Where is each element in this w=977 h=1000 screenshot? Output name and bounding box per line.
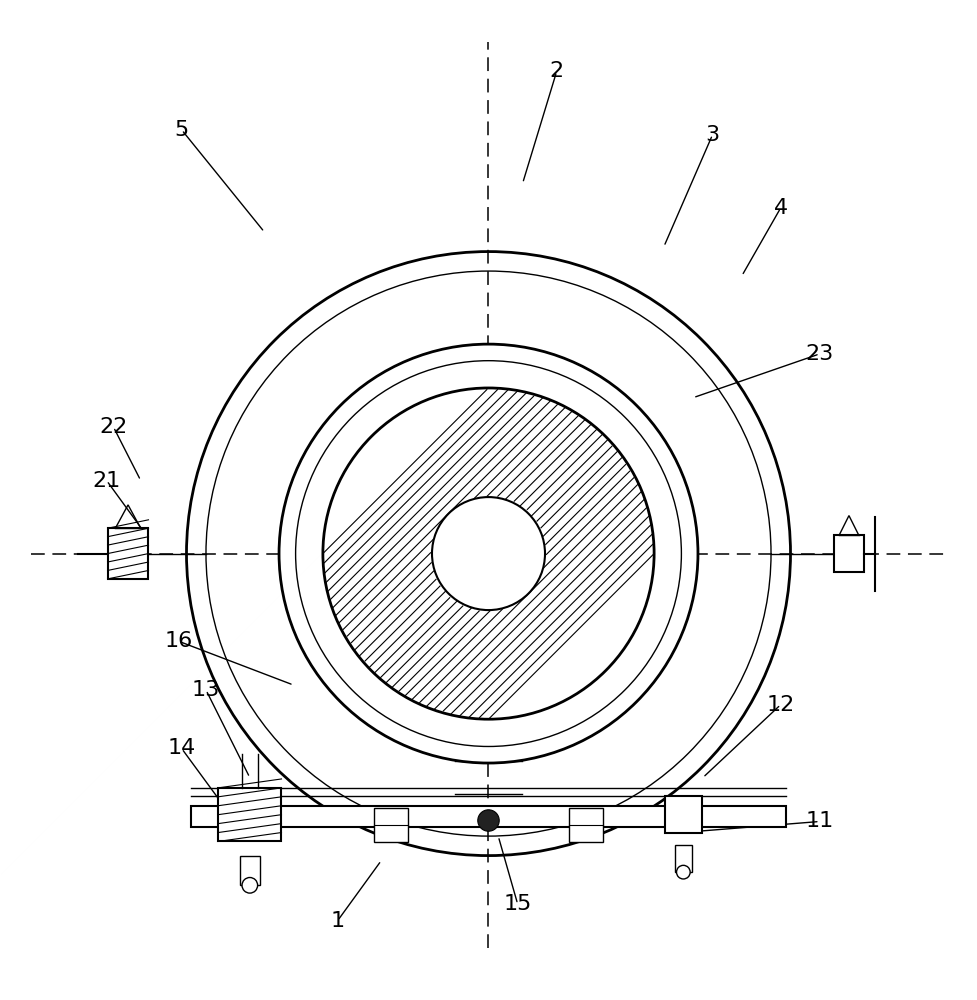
Bar: [191, 806, 786, 827]
Bar: [664, 796, 701, 833]
Circle shape: [242, 878, 258, 893]
Bar: [374, 808, 408, 842]
Circle shape: [478, 810, 499, 831]
Circle shape: [676, 865, 690, 879]
Text: 15: 15: [503, 894, 531, 914]
Text: 5: 5: [175, 120, 189, 140]
Text: 16: 16: [164, 631, 192, 651]
Circle shape: [322, 388, 655, 719]
Bar: [218, 788, 281, 841]
Text: 23: 23: [806, 344, 833, 364]
Text: 1: 1: [330, 911, 345, 931]
Text: 4: 4: [774, 198, 787, 218]
Text: 21: 21: [93, 471, 121, 491]
Text: 11: 11: [806, 811, 833, 831]
Circle shape: [279, 344, 698, 763]
Bar: [834, 535, 864, 572]
Bar: [240, 856, 260, 885]
Text: 13: 13: [191, 680, 220, 700]
Circle shape: [432, 497, 545, 610]
Bar: [674, 845, 692, 872]
Text: 3: 3: [705, 125, 720, 145]
Text: 12: 12: [767, 695, 795, 715]
Bar: [107, 528, 149, 579]
Text: 14: 14: [167, 738, 195, 758]
Bar: [569, 808, 603, 842]
Text: 22: 22: [100, 417, 128, 437]
Text: 2: 2: [550, 61, 564, 81]
Circle shape: [296, 361, 681, 746]
